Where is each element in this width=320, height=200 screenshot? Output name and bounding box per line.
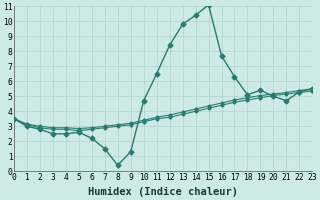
- X-axis label: Humidex (Indice chaleur): Humidex (Indice chaleur): [88, 187, 238, 197]
